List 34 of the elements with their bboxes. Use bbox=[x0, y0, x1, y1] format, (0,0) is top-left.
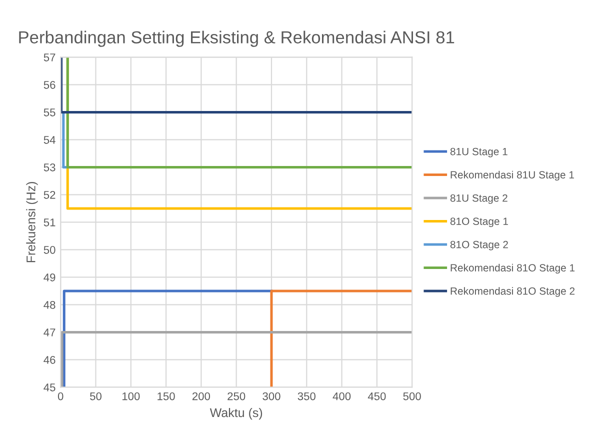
x-tick-label: 250 bbox=[228, 392, 246, 400]
y-tick-label: 53 bbox=[44, 163, 56, 172]
y-tick-label: 45 bbox=[44, 384, 56, 392]
x-tick-label: 200 bbox=[192, 392, 210, 400]
x-tick-label: 400 bbox=[332, 392, 351, 400]
legend-label: 81O Stage 2 bbox=[450, 240, 508, 250]
chart-title: Perbandingan Setting Eksisting & Rekomendasi ANSI 81 bbox=[19, 30, 454, 47]
y-tick-label: 55 bbox=[44, 108, 56, 116]
x-tick-label: 150 bbox=[158, 392, 175, 400]
y-tick-label: 48 bbox=[44, 300, 56, 309]
x-tick-label: 100 bbox=[122, 392, 140, 400]
x-axis-title: Waktu (s) bbox=[210, 408, 262, 420]
y-tick-label: 52 bbox=[44, 190, 56, 199]
y-tick-label: 46 bbox=[44, 356, 56, 364]
y-tick-label: 47 bbox=[44, 328, 56, 336]
x-tick-label: 450 bbox=[368, 392, 386, 400]
y-axis-title: Frekuensi (Hz) bbox=[26, 182, 38, 262]
y-tick-label: 57 bbox=[44, 54, 56, 62]
legend-label: 81U Stage 2 bbox=[450, 194, 508, 204]
y-tick-label: 51 bbox=[44, 218, 56, 226]
legend-label: Rekomendasi 81O Stage 1 bbox=[450, 264, 575, 274]
y-tick-label: 54 bbox=[44, 136, 56, 144]
y-tick-label: 49 bbox=[44, 273, 56, 282]
y-tick-label: 56 bbox=[44, 80, 56, 89]
y-tick-label: 50 bbox=[44, 246, 56, 254]
legend-label: 81O Stage 1 bbox=[450, 218, 508, 228]
x-tick-label: 350 bbox=[298, 392, 316, 400]
legend-label: 81U Stage 1 bbox=[450, 148, 508, 158]
legend-label: Rekomendasi 81O Stage 2 bbox=[450, 287, 575, 297]
x-tick-label: 0 bbox=[58, 392, 64, 400]
x-tick-label: 500 bbox=[403, 392, 421, 400]
x-tick-label: 50 bbox=[90, 392, 102, 400]
legend-label: Rekomendasi 81U Stage 1 bbox=[450, 170, 574, 181]
x-tick-label: 300 bbox=[262, 392, 280, 400]
